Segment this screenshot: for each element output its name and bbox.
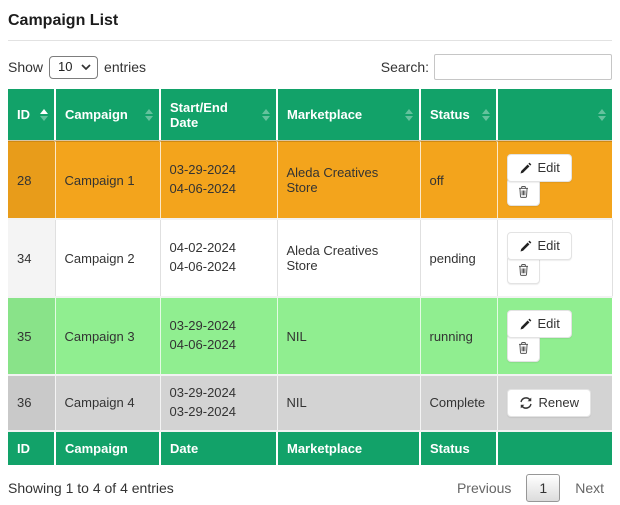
column-header-id[interactable]: ID [8, 89, 56, 142]
cell-marketplace: NIL [277, 297, 421, 376]
cell-actions: Edit [497, 219, 613, 298]
table-header-row: ID Campaign Start/End Date Marketplace S… [8, 89, 612, 142]
cell-id: 36 [8, 375, 56, 432]
column-header-marketplace[interactable]: Marketplace [277, 89, 421, 142]
cell-status: Complete [420, 375, 498, 432]
pagination-next[interactable]: Next [575, 479, 604, 496]
search-label: Search: [380, 59, 429, 75]
pencil-icon [519, 240, 532, 253]
pencil-icon [519, 318, 532, 331]
sort-icon [482, 108, 490, 121]
search-control: Search: [381, 54, 612, 80]
cell-actions: Edit [497, 141, 612, 220]
start-date: 03-29-2024 [169, 318, 237, 334]
cell-actions: Edit [497, 297, 612, 376]
cell-status: pending [420, 219, 498, 298]
footer-header-id: ID [8, 430, 56, 465]
footer-header-date: Date [160, 430, 278, 465]
column-header-start-end-date[interactable]: Start/End Date [160, 89, 278, 142]
trash-icon [517, 341, 530, 355]
edit-button[interactable]: Edit [506, 310, 572, 338]
end-date: 04-06-2024 [169, 181, 237, 196]
page-title: Campaign List [8, 12, 119, 29]
cell-dates: 03-29-2024 03-29-2024 [160, 375, 278, 432]
pagination-previous[interactable]: Previous [456, 479, 512, 496]
column-header-campaign[interactable]: Campaign [55, 89, 161, 142]
cell-campaign: Campaign 2 [55, 219, 161, 298]
cell-status: running [420, 297, 498, 376]
entries-label: entries [104, 59, 147, 75]
divider [8, 40, 612, 41]
delete-button[interactable] [506, 255, 540, 284]
cell-id: 34 [8, 219, 56, 298]
column-header-status[interactable]: Status [420, 89, 498, 142]
entries-length-control: Show 10 entries [8, 55, 147, 79]
edit-button[interactable]: Edit [506, 154, 572, 182]
end-date: 03-29-2024 [169, 403, 237, 419]
table-controls: Show 10 entries Search: [8, 54, 612, 80]
table-row-campaign-34: 34 Campaign 2 04-02-2024 04-06-2024 Aled… [8, 219, 613, 298]
column-header-actions[interactable] [497, 89, 612, 142]
edit-button[interactable]: Edit [506, 232, 572, 260]
start-date: 03-29-2024 [169, 162, 237, 178]
end-date: 04-06-2024 [169, 337, 237, 352]
sort-icon [405, 108, 413, 121]
cell-campaign: Campaign 4 [55, 375, 161, 432]
table-row-campaign-35: 35 Campaign 3 03-29-2024 04-06-2024 NIL … [8, 297, 612, 376]
trash-icon [517, 185, 530, 199]
cell-actions: Renew [497, 375, 612, 432]
footer-header-actions [497, 431, 612, 465]
footer-header-campaign: Campaign [55, 430, 161, 465]
cell-dates: 03-29-2024 04-06-2024 [160, 141, 278, 220]
trash-icon [517, 263, 530, 277]
cell-marketplace: Aleda Creatives Store [277, 141, 421, 220]
table-footer-row: ID Campaign Date Marketplace Status [8, 430, 612, 465]
sort-icon [145, 108, 153, 121]
footer-header-status: Status [420, 430, 498, 465]
refresh-icon [519, 396, 533, 410]
show-label: Show [8, 59, 44, 75]
search-input[interactable] [434, 54, 612, 80]
pencil-icon [519, 162, 532, 175]
delete-button[interactable] [506, 333, 540, 362]
cell-campaign: Campaign 1 [55, 141, 161, 220]
pagination: Previous 1 Next [449, 473, 612, 502]
start-date: 03-29-2024 [169, 385, 237, 400]
entries-select-wrap: 10 [49, 55, 99, 79]
entries-select[interactable]: 10 [49, 55, 99, 79]
cell-id: 35 [8, 297, 56, 376]
table-row-campaign-28: 28 Campaign 1 03-29-2024 04-06-2024 Aled… [8, 141, 612, 220]
cell-dates: 04-02-2024 04-06-2024 [160, 219, 278, 298]
cell-status: off [420, 141, 498, 220]
table-bottom-bar: Showing 1 to 4 of 4 entries Previous 1 N… [8, 473, 612, 502]
table-info: Showing 1 to 4 of 4 entries [8, 479, 174, 496]
footer-header-marketplace: Marketplace [277, 430, 421, 465]
cell-marketplace: NIL [277, 375, 421, 432]
cell-id: 28 [8, 141, 56, 220]
sort-icon [262, 108, 270, 121]
start-date: 04-02-2024 [169, 240, 237, 256]
campaign-table: ID Campaign Start/End Date Marketplace S… [8, 89, 613, 465]
cell-dates: 03-29-2024 04-06-2024 [160, 297, 278, 376]
cell-marketplace: Aleda Creatives Store [277, 219, 421, 298]
table-row-campaign-36: 36 Campaign 4 03-29-2024 03-29-2024 NIL … [8, 375, 612, 432]
renew-button[interactable]: Renew [506, 389, 591, 417]
sort-icon [598, 108, 606, 121]
pagination-page-1[interactable]: 1 [526, 473, 561, 502]
sort-icon [40, 108, 48, 121]
end-date: 04-06-2024 [169, 259, 237, 274]
cell-campaign: Campaign 3 [55, 297, 161, 376]
delete-button[interactable] [506, 177, 540, 206]
